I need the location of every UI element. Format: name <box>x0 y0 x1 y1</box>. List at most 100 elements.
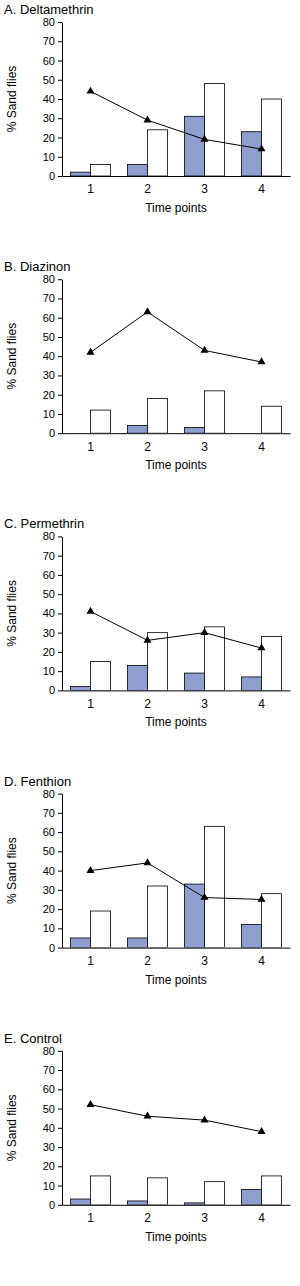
y-tick-mark <box>58 1186 62 1187</box>
y-tick-label: 70 <box>43 550 55 562</box>
y-tick-mark <box>58 1089 62 1090</box>
marker <box>200 1115 208 1122</box>
x-axis-line <box>63 1205 291 1206</box>
bar <box>148 130 168 176</box>
y-tick-mark <box>58 414 62 415</box>
bar <box>205 1182 225 1205</box>
x-axis: 1234 <box>63 1205 291 1225</box>
bar <box>91 1176 111 1205</box>
x-tick: 2 <box>144 176 151 196</box>
x-tick-label: 1 <box>87 1211 94 1225</box>
y-tick: 40 <box>43 350 62 362</box>
bar <box>185 116 205 176</box>
y-tick-label: 30 <box>43 112 55 124</box>
bar <box>262 1176 282 1205</box>
marker <box>257 1127 265 1134</box>
y-tick-mark <box>58 375 62 376</box>
x-tick-label: 3 <box>201 182 208 196</box>
x-axis-line <box>63 176 291 177</box>
x-axis-title: Time points <box>145 458 207 472</box>
y-tick-mark <box>58 433 62 434</box>
y-tick-mark <box>58 575 62 576</box>
y-tick-label: 50 <box>43 331 55 343</box>
y-tick-label: 50 <box>43 1103 55 1115</box>
plot-area <box>71 607 282 691</box>
y-tick-mark <box>58 337 62 338</box>
y-tick-mark <box>58 356 62 357</box>
y-tick-label: 80 <box>43 530 55 542</box>
x-axis: 1234 <box>63 948 291 968</box>
x-axis-title: Time points <box>145 973 207 987</box>
x-tick: 4 <box>258 1205 265 1225</box>
x-axis: 1234 <box>63 433 291 453</box>
x-axis: 1234 <box>63 176 291 196</box>
x-axis-title: Time points <box>145 201 207 215</box>
y-axis-line <box>62 794 63 948</box>
line <box>91 312 262 362</box>
y-tick-mark <box>58 318 62 319</box>
y-axis-line <box>62 280 63 434</box>
bar <box>71 938 91 948</box>
y-tick-label: 20 <box>43 1160 55 1172</box>
panel: A. Deltamethrin010203040506070801234Time… <box>4 2 291 215</box>
y-tick-label: 60 <box>43 1083 55 1095</box>
y-tick: 80 <box>43 16 62 28</box>
bar <box>148 399 168 434</box>
y-tick-label: 60 <box>43 826 55 838</box>
y-tick-label: 80 <box>43 1045 55 1057</box>
x-tick-label: 1 <box>87 182 94 196</box>
y-tick: 50 <box>43 331 62 343</box>
y-tick-label: 30 <box>43 369 55 381</box>
marker <box>200 893 208 900</box>
y-tick-mark <box>58 395 62 396</box>
y-tick: 20 <box>43 1160 62 1172</box>
y-tick-mark <box>58 1166 62 1167</box>
y-tick-mark <box>58 794 62 795</box>
y-tick-label: 30 <box>43 627 55 639</box>
y-tick-mark <box>58 22 62 23</box>
bar <box>128 938 148 948</box>
title: D. Fenthion <box>4 774 71 789</box>
x-tick-label: 2 <box>144 954 151 968</box>
x-axis: 1234 <box>63 690 291 710</box>
x-tick: 4 <box>258 690 265 710</box>
y-tick: 60 <box>43 1083 62 1095</box>
bar <box>205 627 225 691</box>
x-axis-line <box>63 690 291 691</box>
y-tick-mark <box>58 138 62 139</box>
y-tick: 80 <box>43 788 62 800</box>
x-tick: 1 <box>87 948 94 968</box>
bar <box>128 665 148 690</box>
y-tick-mark <box>58 671 62 672</box>
y-tick-mark <box>58 157 62 158</box>
bar <box>71 687 91 691</box>
figure: A. Deltamethrin010203040506070801234Time… <box>0 0 300 1286</box>
y-tick-label: 80 <box>43 788 55 800</box>
y-tick-label: 30 <box>43 1141 55 1153</box>
x-tick: 1 <box>87 176 94 196</box>
x-tick-label: 4 <box>258 1211 265 1225</box>
bar <box>242 132 262 176</box>
bar <box>148 886 168 948</box>
y-tick: 20 <box>43 132 62 144</box>
y-tick-label: 40 <box>43 607 55 619</box>
marker <box>143 116 151 123</box>
title: C. Permethrin <box>4 516 84 531</box>
bar <box>205 391 225 433</box>
y-tick: 60 <box>43 55 62 67</box>
x-tick: 3 <box>201 433 208 453</box>
y-tick-label: 0 <box>49 1199 55 1211</box>
marker <box>200 628 208 635</box>
y-tick: 60 <box>43 569 62 581</box>
line <box>91 611 262 648</box>
x-tick: 2 <box>144 433 151 453</box>
y-axis: 01020304050607080 <box>43 16 63 182</box>
y-tick-label: 80 <box>43 273 55 285</box>
y-tick-label: 40 <box>43 350 55 362</box>
y-tick: 60 <box>43 312 62 324</box>
marker <box>257 144 265 151</box>
y-axis: 01020304050607080 <box>43 530 63 696</box>
bar <box>185 884 205 948</box>
x-tick-label: 2 <box>144 182 151 196</box>
x-tick-label: 1 <box>87 440 94 454</box>
